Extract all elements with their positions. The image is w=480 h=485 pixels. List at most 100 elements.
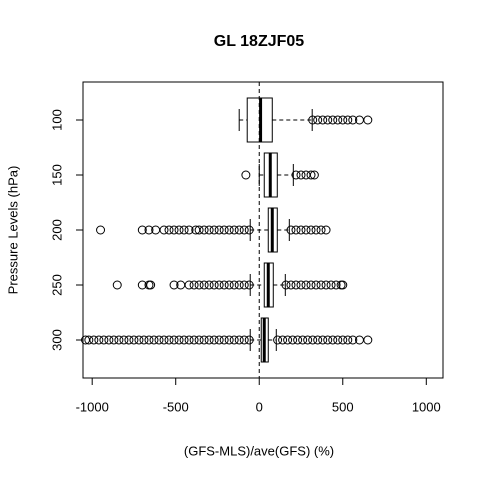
outlier bbox=[159, 335, 169, 345]
outlier bbox=[191, 225, 201, 235]
outlier bbox=[316, 225, 326, 235]
x-tick-label: -500 bbox=[163, 399, 189, 414]
outlier bbox=[308, 115, 318, 125]
outlier bbox=[114, 335, 124, 345]
outlier bbox=[199, 335, 209, 345]
outlier bbox=[363, 115, 373, 125]
outlier bbox=[326, 280, 336, 290]
outlier bbox=[144, 225, 154, 235]
outlier bbox=[204, 225, 214, 235]
outlier bbox=[343, 115, 353, 125]
outlier bbox=[164, 335, 174, 345]
outlier bbox=[278, 335, 288, 345]
outlier bbox=[318, 335, 328, 345]
outlier bbox=[219, 225, 229, 235]
outlier bbox=[321, 280, 331, 290]
outlier bbox=[174, 225, 184, 235]
outlier bbox=[219, 335, 229, 345]
outlier bbox=[244, 225, 254, 235]
y-tick-label: 250 bbox=[49, 274, 64, 296]
outlier bbox=[338, 335, 348, 345]
outlier bbox=[81, 335, 91, 345]
outlier bbox=[176, 280, 186, 290]
outlier bbox=[84, 335, 94, 345]
outlier bbox=[224, 335, 234, 345]
outlier bbox=[184, 335, 194, 345]
outlier bbox=[209, 335, 219, 345]
outlier bbox=[273, 335, 283, 345]
outlier bbox=[129, 335, 139, 345]
outlier bbox=[291, 170, 301, 180]
outlier bbox=[224, 225, 234, 235]
outlier bbox=[99, 335, 109, 345]
outlier bbox=[124, 335, 134, 345]
outlier bbox=[306, 170, 316, 180]
outlier bbox=[229, 335, 239, 345]
outlier bbox=[286, 280, 296, 290]
outlier bbox=[189, 335, 199, 345]
outlier bbox=[194, 225, 204, 235]
outlier bbox=[234, 335, 244, 345]
outlier bbox=[323, 335, 333, 345]
y-tick-label: 300 bbox=[49, 329, 64, 351]
outlier bbox=[296, 170, 306, 180]
outlier bbox=[296, 225, 306, 235]
outlier bbox=[144, 280, 154, 290]
outlier bbox=[164, 225, 174, 235]
outlier bbox=[94, 335, 104, 345]
outlier bbox=[154, 335, 164, 345]
outlier bbox=[224, 280, 234, 290]
outlier bbox=[293, 335, 303, 345]
y-tick-label: 100 bbox=[49, 109, 64, 131]
x-tick-label: 1000 bbox=[412, 399, 441, 414]
y-tick-label: 200 bbox=[49, 219, 64, 241]
outlier bbox=[306, 280, 316, 290]
outlier bbox=[234, 225, 244, 235]
outlier bbox=[204, 280, 214, 290]
outlier bbox=[214, 335, 224, 345]
outlier bbox=[309, 170, 319, 180]
outlier bbox=[301, 280, 311, 290]
outlier bbox=[239, 280, 249, 290]
outlier bbox=[323, 115, 333, 125]
outlier bbox=[239, 335, 249, 345]
outlier bbox=[151, 225, 161, 235]
outlier bbox=[229, 225, 239, 235]
outlier bbox=[338, 280, 348, 290]
outlier bbox=[288, 335, 298, 345]
outlier bbox=[363, 335, 373, 345]
outlier bbox=[109, 335, 119, 345]
outlier bbox=[244, 335, 254, 345]
outlier bbox=[209, 280, 219, 290]
outlier bbox=[301, 225, 311, 235]
outlier bbox=[189, 280, 199, 290]
outlier bbox=[184, 225, 194, 235]
outlier bbox=[214, 225, 224, 235]
outlier bbox=[149, 335, 159, 345]
outlier bbox=[316, 280, 326, 290]
outlier bbox=[194, 280, 204, 290]
outlier bbox=[321, 225, 331, 235]
outlier bbox=[209, 225, 219, 235]
outlier bbox=[298, 335, 308, 345]
y-axis-label: Pressure Levels (hPa) bbox=[5, 166, 20, 295]
outlier bbox=[229, 280, 239, 290]
outlier bbox=[286, 225, 296, 235]
outlier bbox=[333, 115, 343, 125]
outlier bbox=[306, 225, 316, 235]
outlier bbox=[244, 280, 254, 290]
outlier bbox=[134, 335, 144, 345]
outlier bbox=[137, 225, 147, 235]
outlier bbox=[234, 280, 244, 290]
y-tick-label: 150 bbox=[49, 164, 64, 186]
outlier bbox=[144, 335, 154, 345]
outlier bbox=[343, 335, 353, 345]
outlier bbox=[328, 335, 338, 345]
outlier bbox=[313, 335, 323, 345]
outlier bbox=[291, 280, 301, 290]
outlier bbox=[214, 280, 224, 290]
outlier bbox=[308, 335, 318, 345]
outlier bbox=[194, 335, 204, 345]
